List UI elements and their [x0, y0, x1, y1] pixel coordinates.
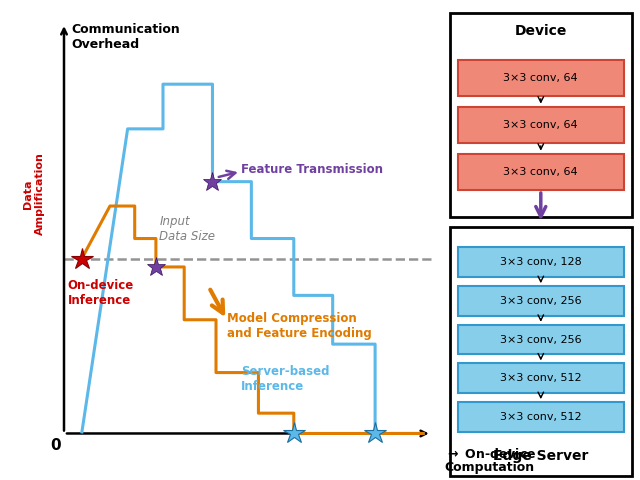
- Text: $\bf{\rightarrow}$ On-device: $\bf{\rightarrow}$ On-device: [445, 446, 536, 461]
- Text: 3×3 conv, 256: 3×3 conv, 256: [500, 296, 582, 306]
- Text: Computation: Computation: [445, 461, 535, 475]
- Text: Edge Server: Edge Server: [493, 449, 589, 463]
- Text: Data
Amplification: Data Amplification: [23, 153, 45, 235]
- Text: On-device
Inference: On-device Inference: [68, 279, 134, 307]
- Text: 3×3 conv, 512: 3×3 conv, 512: [500, 412, 582, 422]
- Text: Communication
Overhead: Communication Overhead: [71, 23, 180, 51]
- Text: 0: 0: [50, 438, 60, 453]
- Text: 3×3 conv, 64: 3×3 conv, 64: [504, 167, 578, 177]
- Text: Device: Device: [515, 24, 567, 38]
- Text: Model Compression
and Feature Encoding: Model Compression and Feature Encoding: [227, 312, 371, 340]
- Text: 3×3 conv, 64: 3×3 conv, 64: [504, 120, 578, 130]
- Text: Feature Transmission: Feature Transmission: [241, 163, 383, 176]
- Text: 3×3 conv, 256: 3×3 conv, 256: [500, 335, 582, 345]
- Text: 3×3 conv, 128: 3×3 conv, 128: [500, 257, 582, 267]
- Text: Input
Data Size: Input Data Size: [159, 215, 216, 242]
- Text: 3×3 conv, 64: 3×3 conv, 64: [504, 73, 578, 83]
- Text: 3×3 conv, 512: 3×3 conv, 512: [500, 373, 582, 383]
- Text: Server-based
Inference: Server-based Inference: [241, 365, 329, 393]
